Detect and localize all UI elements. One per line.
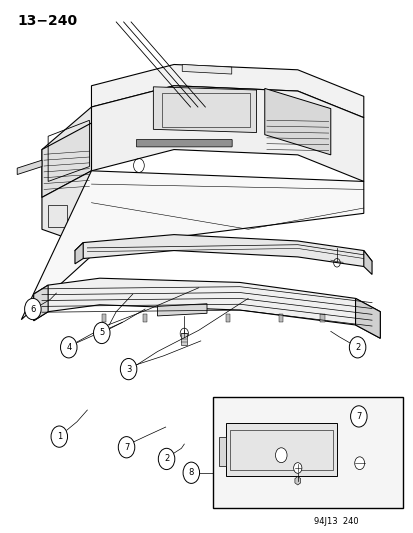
Text: 7: 7 (123, 443, 129, 452)
Polygon shape (75, 243, 83, 264)
Circle shape (93, 322, 110, 344)
Polygon shape (182, 64, 231, 74)
Bar (181, 334, 187, 345)
Bar (229, 430, 332, 470)
Polygon shape (42, 107, 91, 197)
Polygon shape (33, 285, 48, 321)
FancyBboxPatch shape (136, 140, 232, 147)
Circle shape (349, 337, 365, 358)
Text: 3: 3 (126, 365, 131, 374)
Polygon shape (363, 251, 371, 274)
Text: 2: 2 (354, 343, 359, 352)
Bar (320, 314, 324, 322)
Polygon shape (75, 235, 371, 266)
Circle shape (350, 406, 366, 427)
Text: 4: 4 (66, 343, 71, 352)
Circle shape (60, 337, 77, 358)
Polygon shape (264, 88, 330, 155)
Polygon shape (153, 87, 256, 133)
Bar (213, 397, 402, 508)
Circle shape (118, 437, 135, 458)
Text: 8: 8 (188, 469, 194, 477)
Bar (102, 314, 106, 322)
Circle shape (180, 328, 188, 339)
Polygon shape (42, 171, 91, 237)
Circle shape (354, 457, 364, 470)
Text: 2: 2 (164, 455, 169, 463)
Text: 7: 7 (355, 412, 361, 421)
Circle shape (183, 462, 199, 483)
Polygon shape (355, 298, 380, 338)
Polygon shape (33, 278, 380, 338)
Bar (206, 179, 217, 188)
Bar (225, 314, 229, 322)
Circle shape (275, 448, 286, 463)
Polygon shape (91, 86, 363, 181)
Bar (225, 423, 336, 477)
Circle shape (293, 463, 301, 473)
Bar (278, 314, 282, 322)
Bar (143, 314, 147, 322)
Circle shape (120, 359, 137, 379)
Circle shape (24, 298, 41, 320)
Polygon shape (17, 160, 42, 174)
Bar (153, 179, 163, 188)
Bar (219, 437, 225, 466)
Polygon shape (91, 64, 363, 118)
Text: 6: 6 (30, 304, 36, 313)
Text: 13−240: 13−240 (17, 14, 77, 28)
Polygon shape (42, 123, 91, 197)
Circle shape (158, 448, 174, 470)
Polygon shape (157, 304, 206, 316)
Polygon shape (21, 171, 363, 320)
Text: 5: 5 (99, 328, 104, 337)
Bar (112, 179, 124, 188)
Circle shape (51, 426, 67, 447)
Text: 94J13  240: 94J13 240 (313, 517, 358, 526)
Bar (48, 205, 66, 227)
Text: 1: 1 (57, 432, 62, 441)
Polygon shape (294, 477, 300, 485)
